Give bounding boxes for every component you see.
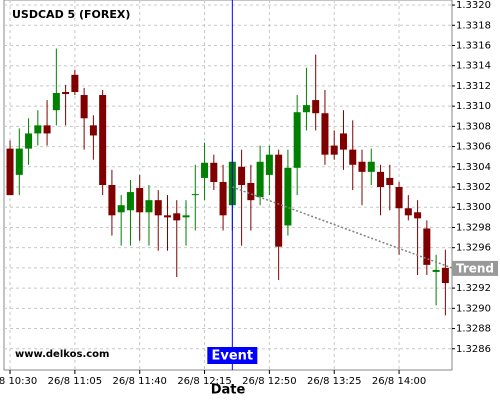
x-tick-label: 26/8 10:30 <box>0 376 37 387</box>
candle-body <box>312 100 320 114</box>
overlay: Event Trend <box>207 0 498 370</box>
candle-body <box>265 154 273 175</box>
candle-body <box>126 192 134 211</box>
candle-body <box>34 125 42 134</box>
x-tick-label: 26/8 13:25 <box>307 376 361 387</box>
candle-body <box>210 162 218 182</box>
candle-body <box>15 148 23 175</box>
candle-body <box>414 212 422 219</box>
y-tick-label: 1.3292 <box>456 283 491 294</box>
candle-body <box>154 200 162 216</box>
candle-body <box>6 148 14 196</box>
candle-body <box>432 269 440 272</box>
candle-body <box>191 194 199 196</box>
y-tick-label: 1.3286 <box>456 344 491 355</box>
candle-body <box>219 181 227 216</box>
candle-body <box>441 267 449 284</box>
candle-body <box>145 200 153 213</box>
candle-body <box>80 95 88 119</box>
y-tick-label: 1.3308 <box>456 121 491 132</box>
event-box <box>207 347 258 364</box>
y-tick-label: 1.3302 <box>456 182 491 193</box>
grid: 1.3320 1.3318 1.3316 1.3314 1.3312 1.3310 1.33… <box>0 0 491 387</box>
candle-body <box>163 215 171 218</box>
event-label: Event <box>212 349 254 364</box>
candle-body <box>256 161 264 198</box>
y-tick-label: 1.3288 <box>456 324 491 335</box>
y-tick-label: 1.3312 <box>456 81 491 92</box>
x-tick-label: 26/8 14:00 <box>372 376 426 387</box>
watermark: www.delkos.com <box>15 349 109 360</box>
candle-body <box>330 145 338 155</box>
candle-body <box>321 113 329 155</box>
x-axis-label: Date <box>211 383 246 398</box>
candle-body <box>247 182 255 201</box>
candle-body <box>377 171 385 188</box>
candle-body <box>386 177 394 185</box>
trend-label: Trend <box>456 261 494 275</box>
candle-body <box>293 112 301 168</box>
y-tick-label: 1.3314 <box>456 61 491 72</box>
candle-body <box>339 133 347 150</box>
candle-body <box>349 149 357 165</box>
candle-body <box>423 228 431 265</box>
trend-box <box>452 260 498 276</box>
candle-body <box>89 125 97 136</box>
chart-title: USDCAD 5 (FOREX) <box>12 8 130 21</box>
y-tick-label: 1.3318 <box>456 20 491 31</box>
candle-body <box>238 166 246 185</box>
candle-body <box>404 208 412 216</box>
x-tick-label: 26/8 11:40 <box>112 376 166 387</box>
candle-body <box>367 161 375 172</box>
y-tick-label: 1.3298 <box>456 222 491 233</box>
y-tick-label: 1.3316 <box>456 40 491 51</box>
candle-body <box>182 215 190 218</box>
candle-body <box>136 188 144 213</box>
candle-body <box>71 74 79 92</box>
candle-body <box>99 95 107 185</box>
candle-body <box>173 213 181 221</box>
candle-body <box>43 125 51 134</box>
candle-body <box>302 105 310 113</box>
y-tick-label: 1.3306 <box>456 142 491 153</box>
candle-body <box>358 161 366 172</box>
candle-body <box>108 185 116 216</box>
x-tick-label: 26/8 12:15 <box>177 376 231 387</box>
candle-body <box>275 154 283 247</box>
candle-body <box>284 167 292 226</box>
x-tick-label: 26/8 11:05 <box>48 376 102 387</box>
candle-body <box>52 93 60 111</box>
y-tick-label: 1.3296 <box>456 243 491 254</box>
x-tick-label: 26/8 12:50 <box>242 376 296 387</box>
y-tick-label: 1.3320 <box>456 0 491 11</box>
candles <box>6 48 449 316</box>
candle-body <box>201 162 209 178</box>
candle-body <box>25 133 33 149</box>
plot-frame <box>3 0 453 371</box>
y-tick-label: 1.3300 <box>456 202 491 213</box>
candle-body <box>117 205 125 213</box>
trend-line <box>232 186 453 269</box>
y-tick-label: 1.3310 <box>456 101 491 112</box>
candle-body <box>62 91 70 95</box>
y-tick-label: 1.3290 <box>456 303 491 314</box>
candle-body <box>395 187 403 209</box>
y-tick-label: 1.3304 <box>456 162 491 173</box>
